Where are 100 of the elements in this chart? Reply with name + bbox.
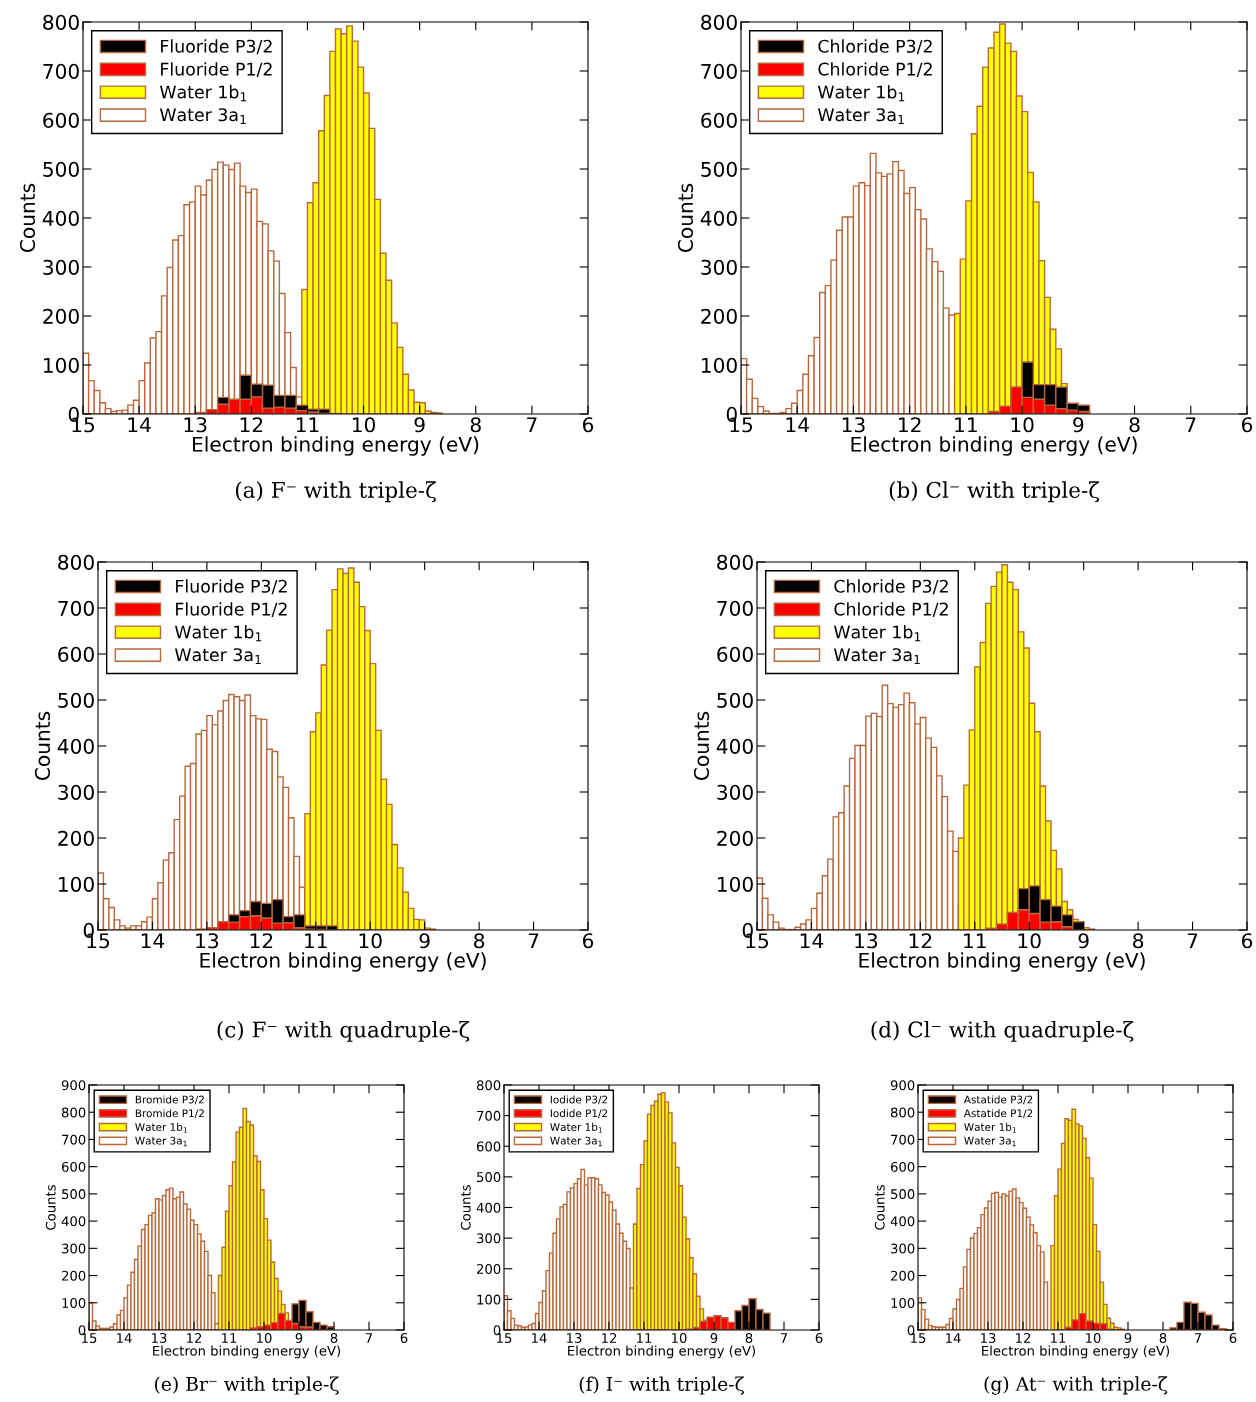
x-tick-label: 8 <box>745 1333 753 1343</box>
legend-label: Bromide P3/2 <box>135 1095 204 1105</box>
x-tick-label: 11 <box>296 417 319 433</box>
y-tick-label: 100 <box>891 1298 915 1308</box>
x-tick-label: 6 <box>583 933 594 949</box>
y-tick-label: 500 <box>477 1172 501 1183</box>
legend-label: Iodide P1/2 <box>550 1109 608 1119</box>
y-tick-label: 300 <box>891 1243 915 1254</box>
y-tick-label: 800 <box>701 14 737 30</box>
legend-label: Bromide P1/2 <box>135 1109 204 1119</box>
x-tick-label: 13 <box>842 417 865 433</box>
y-tick-label: 200 <box>43 308 79 324</box>
x-tick-label: 9 <box>1073 417 1084 433</box>
x-tick-label: 7 <box>1194 1333 1202 1343</box>
y-tick-label: 600 <box>701 112 737 128</box>
legend-label: Chloride P1/2 <box>834 602 948 618</box>
y-axis-title: Counts <box>34 711 51 781</box>
text: (g) At⁻ with triple-ζ <box>984 1376 1168 1395</box>
x-tick-label: 13 <box>981 1333 996 1343</box>
x-tick-label: 11 <box>305 933 327 949</box>
y-tick-label: 800 <box>61 1107 86 1118</box>
y-tick-label: 800 <box>43 14 79 30</box>
x-tick-label: 8 <box>1129 417 1140 433</box>
text: (a) F⁻ with triple-ζ <box>235 481 436 503</box>
x-tick-label: 10 <box>672 1333 687 1343</box>
y-tick-label: 600 <box>43 112 79 128</box>
x-tick-label: 6 <box>583 417 594 433</box>
legend-label: Water 1b$_{1}$ <box>550 1122 602 1133</box>
y-tick-label: 300 <box>701 259 737 275</box>
x-tick-label: 6 <box>1242 417 1253 433</box>
x-tick-label: 14 <box>800 933 824 949</box>
y-axis-title: Counts <box>693 711 710 781</box>
y-axis-title: Counts <box>460 1185 471 1230</box>
x-tick-label: 6 <box>1229 1333 1237 1343</box>
legend-label: Water 1b$_{1}$ <box>174 625 262 642</box>
x-axis-title: Electron binding energy (eV) <box>859 952 1145 972</box>
x-tick-label: 9 <box>710 1333 718 1343</box>
legend-label: Chloride P3/2 <box>818 39 932 55</box>
x-tick-label: 10 <box>352 417 376 433</box>
legend-label: Chloride P1/2 <box>818 62 932 78</box>
x-tick-label: 8 <box>474 933 485 949</box>
y-tick-label: 900 <box>890 1080 915 1091</box>
y-axis-title: Counts <box>45 1185 56 1230</box>
x-tick-label: 10 <box>257 1333 272 1343</box>
x-tick-label: 8 <box>1159 1333 1167 1343</box>
x-tick-label: 9 <box>1078 933 1089 949</box>
x-tick-label: 6 <box>815 1333 823 1343</box>
x-tick-label: 9 <box>1124 1333 1132 1343</box>
y-tick-label: 700 <box>58 600 94 616</box>
text: (d) Cl⁻ with quadruple-ζ <box>871 1020 1134 1042</box>
y-tick-label: 300 <box>62 1243 86 1254</box>
y-tick-label: 500 <box>717 692 753 708</box>
legend-label: Water 1b$_{1}$ <box>833 625 921 642</box>
y-axis-title: Counts <box>874 1185 885 1230</box>
y-tick-label: 100 <box>701 357 737 373</box>
x-tick-label: 10 <box>1018 933 1041 949</box>
x-tick-label: 6 <box>400 1333 408 1343</box>
y-tick-label: 300 <box>717 784 753 800</box>
x-tick-label: 12 <box>602 1333 617 1343</box>
legend-label: Water 3a$_{1}$ <box>550 1136 602 1147</box>
x-tick-label: 10 <box>1086 1333 1101 1343</box>
y-tick-label: 500 <box>58 692 94 708</box>
x-tick-label: 13 <box>152 1333 167 1343</box>
legend-label: Fluoride P3/2 <box>176 579 287 595</box>
y-tick-label: 800 <box>58 554 94 570</box>
y-tick-label: 400 <box>42 210 79 226</box>
x-tick-label: 11 <box>637 1333 652 1343</box>
y-tick-label: 700 <box>891 1134 915 1145</box>
x-tick-label: 12 <box>240 417 263 433</box>
legend-label: Chloride P3/2 <box>834 579 948 595</box>
x-tick-label: 12 <box>1016 1333 1031 1343</box>
x-tick-label: 14 <box>117 1333 132 1343</box>
x-tick-label: 7 <box>1186 417 1196 433</box>
y-tick-label: 500 <box>62 1189 86 1200</box>
x-tick-label: 12 <box>899 417 921 433</box>
x-tick-label: 6 <box>1242 933 1253 949</box>
x-tick-label: 14 <box>532 1333 547 1343</box>
text: (b) Cl⁻ with triple-ζ <box>889 481 1100 503</box>
x-tick-label: 11 <box>955 417 977 433</box>
legend-label: Fluoride P3/2 <box>161 39 272 55</box>
y-tick-label: 800 <box>717 554 753 570</box>
y-tick-label: 700 <box>43 63 79 79</box>
legend-label: Fluoride P1/2 <box>161 62 272 78</box>
x-tick-label: 7 <box>527 417 537 433</box>
y-tick-label: 400 <box>716 738 753 754</box>
y-tick-label: 100 <box>477 1294 501 1305</box>
legend-label: Water 3a$_{1}$ <box>833 648 920 664</box>
text: (c) F⁻ with quadruple-ζ <box>217 1020 470 1042</box>
y-tick-label: 200 <box>477 1263 501 1274</box>
y-tick-label: 500 <box>891 1189 915 1200</box>
legend-label: Water 1b$_{1}$ <box>964 1122 1016 1133</box>
y-tick-label: 400 <box>61 1216 86 1227</box>
x-tick-label: 10 <box>359 933 382 949</box>
y-tick-label: 100 <box>717 876 753 892</box>
x-axis-title: Electron binding energy (eV) <box>193 436 479 456</box>
legend-label: Fluoride P1/2 <box>176 602 287 618</box>
y-tick-label: 500 <box>701 161 737 177</box>
legend-label: Water 1b$_{1}$ <box>817 85 905 102</box>
y-tick-label: 100 <box>62 1298 86 1308</box>
legend-label: Water 1b$_{1}$ <box>135 1122 187 1133</box>
